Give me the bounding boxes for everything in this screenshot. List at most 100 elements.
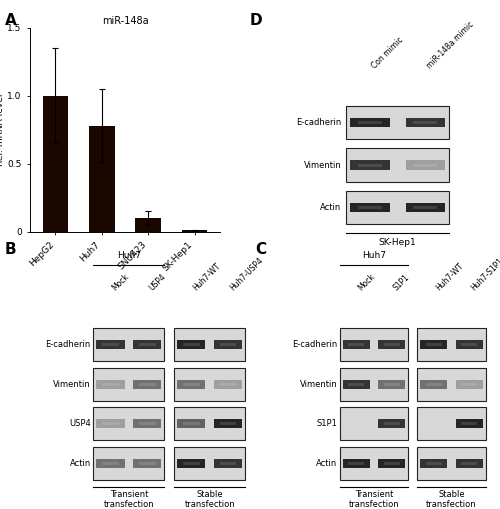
Bar	[426, 344, 442, 346]
Bar	[94, 328, 164, 361]
Bar	[456, 340, 482, 350]
Text: Vimentin: Vimentin	[304, 161, 341, 169]
Bar	[94, 447, 164, 479]
Text: Vimentin: Vimentin	[300, 380, 338, 389]
Bar	[174, 447, 245, 479]
Bar	[418, 447, 486, 479]
Bar	[139, 422, 156, 425]
Bar	[177, 459, 206, 468]
Bar	[350, 160, 390, 170]
Text: S1P1: S1P1	[392, 273, 411, 293]
Bar	[340, 447, 408, 479]
Text: Vimentin: Vimentin	[53, 380, 91, 389]
Text: Huh7-S1P1: Huh7-S1P1	[469, 257, 500, 293]
Bar	[102, 344, 119, 346]
Bar	[96, 340, 124, 350]
Bar	[406, 203, 445, 212]
Bar	[343, 340, 370, 350]
Bar	[214, 419, 242, 429]
Bar	[136, 218, 161, 232]
Text: C: C	[255, 242, 266, 257]
Bar	[340, 328, 408, 361]
Bar	[384, 422, 400, 425]
Text: Mock: Mock	[356, 272, 377, 293]
Bar	[350, 118, 390, 127]
Bar	[96, 419, 124, 429]
Bar	[348, 383, 364, 386]
Bar	[183, 462, 200, 465]
Text: B: B	[5, 242, 16, 257]
Bar	[174, 328, 245, 361]
Bar	[220, 422, 236, 425]
Bar	[177, 340, 206, 350]
Bar	[418, 367, 486, 401]
Bar	[214, 340, 242, 350]
Bar	[358, 164, 382, 166]
Bar	[456, 459, 482, 468]
Bar	[133, 380, 162, 389]
Bar	[350, 203, 390, 212]
Bar	[426, 383, 442, 386]
Bar	[414, 121, 437, 124]
Bar	[139, 344, 156, 346]
Bar	[384, 344, 400, 346]
Text: miR-148a mimic: miR-148a mimic	[425, 19, 476, 70]
Bar	[414, 164, 437, 166]
Bar	[96, 380, 124, 389]
Bar	[96, 459, 124, 468]
Text: Transient
transfection: Transient transfection	[104, 490, 154, 509]
Bar	[102, 422, 119, 425]
Bar	[343, 380, 370, 389]
Text: Stable
transfection: Stable transfection	[426, 490, 477, 509]
Bar	[384, 462, 400, 465]
Bar	[378, 419, 405, 429]
Bar	[378, 340, 405, 350]
Bar	[220, 383, 236, 386]
Bar	[139, 462, 156, 465]
Text: E-cadherin: E-cadherin	[46, 341, 91, 349]
Bar	[426, 462, 442, 465]
Bar	[346, 148, 449, 182]
Bar	[340, 367, 408, 401]
Text: Huh7: Huh7	[362, 250, 386, 260]
Title: miR-148a: miR-148a	[102, 16, 148, 26]
Bar	[461, 462, 477, 465]
Bar	[133, 419, 162, 429]
Text: E-cadherin: E-cadherin	[292, 341, 338, 349]
Bar	[182, 230, 208, 232]
Text: Mock: Mock	[110, 272, 131, 293]
Bar	[346, 106, 449, 139]
Bar	[94, 367, 164, 401]
Text: S1P1: S1P1	[316, 419, 338, 428]
Bar	[406, 160, 445, 170]
Text: E-cadherin: E-cadherin	[296, 118, 341, 127]
Bar	[414, 206, 437, 209]
Text: D: D	[250, 13, 262, 27]
Bar	[348, 462, 364, 465]
Bar	[358, 206, 382, 209]
Text: Stable
transfection: Stable transfection	[184, 490, 235, 509]
Text: Con mimic: Con mimic	[370, 35, 405, 70]
Bar	[358, 121, 382, 124]
Bar	[343, 459, 370, 468]
Bar	[183, 422, 200, 425]
Text: Actin: Actin	[320, 203, 341, 212]
Text: USP4: USP4	[69, 419, 91, 428]
Bar	[133, 340, 162, 350]
Text: Huh7: Huh7	[117, 250, 141, 260]
Bar	[183, 383, 200, 386]
Bar	[461, 422, 477, 425]
Bar	[183, 344, 200, 346]
Text: A: A	[5, 13, 17, 27]
Text: Actin: Actin	[316, 459, 338, 468]
Bar	[42, 96, 68, 232]
Bar	[340, 407, 408, 440]
Bar	[378, 380, 405, 389]
Bar	[214, 459, 242, 468]
Text: USP4: USP4	[147, 272, 168, 293]
Bar	[214, 380, 242, 389]
Text: Actin: Actin	[70, 459, 91, 468]
Bar	[102, 383, 119, 386]
Bar	[133, 459, 162, 468]
Bar	[420, 340, 448, 350]
